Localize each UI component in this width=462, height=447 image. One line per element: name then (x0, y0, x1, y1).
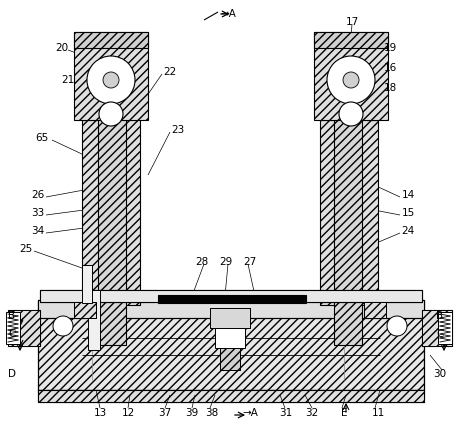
Text: 14: 14 (401, 190, 414, 200)
Text: 13: 13 (93, 408, 107, 418)
Bar (82, 265, 92, 303)
Text: 29: 29 (219, 257, 233, 267)
Bar (74, 302, 96, 318)
Bar (364, 302, 386, 318)
Bar (6, 312, 20, 344)
Text: 12: 12 (122, 408, 134, 418)
Text: 30: 30 (433, 369, 447, 379)
Text: D: D (8, 369, 16, 379)
Bar (210, 308, 250, 328)
Circle shape (53, 316, 73, 336)
Text: 27: 27 (243, 257, 256, 267)
Circle shape (339, 102, 363, 126)
Text: →A: →A (242, 408, 258, 418)
Text: 20: 20 (55, 43, 68, 53)
Bar (210, 308, 250, 328)
Bar (334, 60, 362, 345)
Bar (82, 120, 140, 305)
Bar (74, 302, 96, 318)
Bar (88, 290, 100, 350)
Text: 23: 23 (171, 125, 185, 135)
Bar (38, 390, 424, 402)
Bar (320, 120, 378, 305)
Bar (314, 32, 388, 48)
Bar (314, 32, 388, 120)
Text: E: E (341, 408, 347, 418)
Text: 25: 25 (19, 244, 33, 254)
Text: 33: 33 (31, 208, 45, 218)
Bar (74, 32, 148, 48)
Text: 19: 19 (383, 43, 396, 53)
Bar (220, 348, 240, 370)
Bar (38, 300, 424, 318)
Text: 24: 24 (401, 226, 414, 236)
Text: 34: 34 (31, 226, 45, 236)
Bar (422, 310, 452, 346)
Text: 32: 32 (305, 408, 319, 418)
Text: C: C (8, 329, 16, 339)
Text: 26: 26 (31, 190, 45, 200)
Polygon shape (422, 310, 452, 346)
Bar (215, 328, 245, 348)
Bar (158, 295, 306, 303)
Polygon shape (8, 310, 40, 346)
Circle shape (99, 102, 123, 126)
Circle shape (327, 56, 375, 104)
Bar (38, 300, 424, 390)
Text: B: B (437, 311, 444, 321)
Text: 21: 21 (61, 75, 75, 85)
Bar (40, 290, 422, 302)
Text: →A: →A (220, 9, 236, 19)
Bar (74, 32, 148, 120)
Text: 37: 37 (158, 408, 171, 418)
Text: 22: 22 (164, 67, 176, 77)
Circle shape (87, 56, 135, 104)
Text: 28: 28 (195, 257, 209, 267)
Text: 38: 38 (206, 408, 219, 418)
Text: 15: 15 (401, 208, 414, 218)
Bar (38, 390, 424, 402)
Bar (220, 348, 240, 370)
Text: 11: 11 (371, 408, 385, 418)
Bar (40, 290, 422, 302)
Bar (8, 310, 40, 346)
Text: 16: 16 (383, 63, 396, 73)
Text: B: B (8, 311, 16, 321)
Bar (364, 302, 386, 318)
Circle shape (387, 316, 407, 336)
Bar (438, 312, 452, 344)
Text: 17: 17 (346, 17, 359, 27)
Text: 39: 39 (185, 408, 199, 418)
Circle shape (103, 72, 119, 88)
Bar (98, 60, 126, 345)
Text: 31: 31 (280, 408, 292, 418)
Text: 18: 18 (383, 83, 396, 93)
Text: 65: 65 (36, 133, 49, 143)
Circle shape (343, 72, 359, 88)
Text: C: C (436, 329, 444, 339)
